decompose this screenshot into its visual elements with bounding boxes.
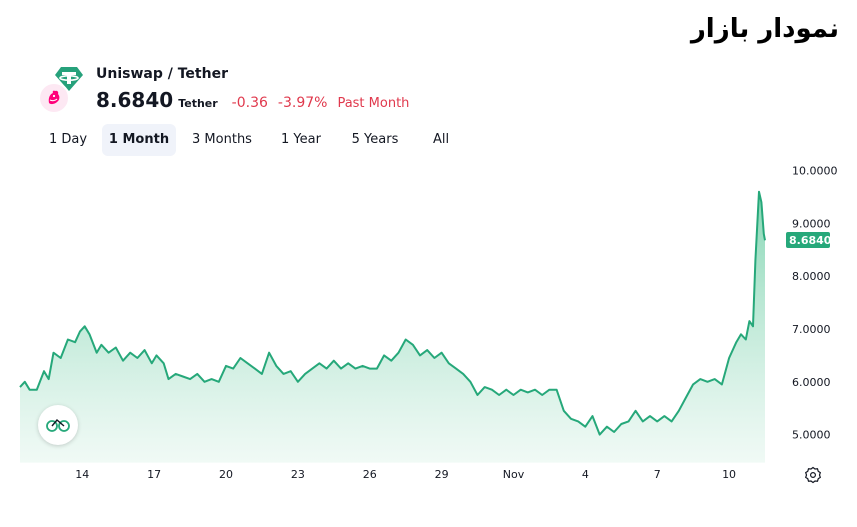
change-period: Past Month — [337, 96, 410, 111]
y-tick-label: 8.0000 — [792, 270, 831, 283]
y-tick-label: 5.0000 — [792, 429, 831, 442]
current-price: 8.6840 — [96, 88, 174, 112]
x-tick-label: 29 — [435, 468, 449, 481]
price-chart[interactable]: 5.0000 6.0000 7.0000 8.0000 9.0000 10.0000 14… — [0, 150, 857, 490]
x-axis: 14 17 20 23 26 29 Nov 4 7 10 — [75, 468, 736, 481]
x-tick-label: Nov — [503, 468, 525, 481]
y-tick-label: 9.0000 — [792, 217, 831, 230]
tab-1-day[interactable]: 1 Day — [48, 132, 88, 147]
tab-3-months[interactable]: 3 Months — [192, 132, 252, 147]
x-tick-label: 10 — [722, 468, 736, 481]
timeframe-tabs: 1 Day 1 Month 3 Months 1 Year 5 Years Al… — [36, 124, 464, 156]
last-price-tag: 8.6840 — [786, 232, 832, 249]
quote-currency: Tether — [178, 97, 218, 110]
x-tick-label: 17 — [147, 468, 161, 481]
last-price-label: 8.6840 — [789, 234, 832, 247]
y-tick-label: 7.0000 — [792, 323, 831, 336]
uniswap-icon — [38, 82, 70, 114]
x-tick-label: 23 — [291, 468, 305, 481]
x-tick-label: 20 — [219, 468, 233, 481]
price-area — [20, 191, 765, 463]
tab-1-month[interactable]: 1 Month — [102, 124, 176, 156]
y-axis: 5.0000 6.0000 7.0000 8.0000 9.0000 10.0000 — [792, 165, 838, 442]
page-title: نمودار بازار — [690, 14, 839, 44]
settings-gear-icon[interactable] — [804, 466, 822, 484]
price-row: 8.6840 Tether -0.36 -3.97% Past Month — [96, 88, 409, 112]
tether-icon — [54, 66, 84, 92]
price-change-percent: -3.97% — [277, 95, 328, 111]
x-tick-label: 4 — [582, 468, 589, 481]
tab-5-years[interactable]: 5 Years — [351, 132, 399, 147]
x-tick-label: 26 — [363, 468, 377, 481]
price-line — [19, 190, 766, 436]
price-change: -0.36 — [231, 95, 268, 111]
y-tick-label: 6.0000 — [792, 376, 831, 389]
watermark-logo — [38, 405, 78, 445]
pair-icons — [38, 66, 90, 114]
pair-name: Uniswap / Tether — [96, 66, 228, 82]
y-tick-label: 10.0000 — [792, 165, 838, 178]
tab-all[interactable]: All — [432, 132, 450, 147]
tab-1-year[interactable]: 1 Year — [281, 132, 321, 147]
x-tick-label: 14 — [75, 468, 89, 481]
x-tick-label: 7 — [654, 468, 661, 481]
